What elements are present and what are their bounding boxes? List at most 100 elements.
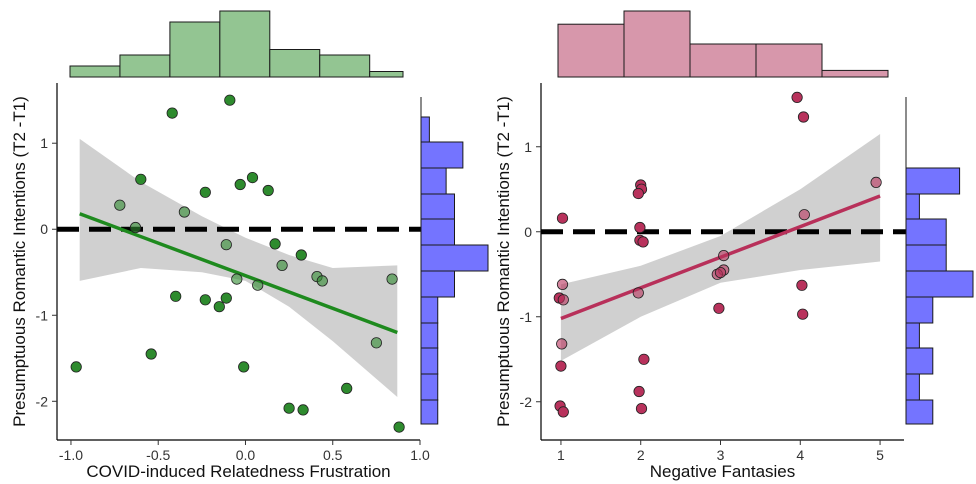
top-histogram-bar (319, 54, 371, 78)
data-point (556, 338, 568, 350)
data-point (129, 221, 142, 234)
y-tick-label: 0 (524, 224, 532, 240)
y-tick-label: 0 (40, 221, 48, 237)
top-histogram-bar (689, 43, 757, 78)
data-point (393, 421, 405, 433)
x-tick-label: 1 (557, 447, 565, 463)
side-histogram-bar (905, 373, 920, 401)
top-histogram-bar (119, 54, 171, 78)
data-point (637, 236, 649, 248)
data-point (231, 273, 243, 285)
side-histogram-bar (420, 399, 439, 425)
side-histogram-bar (420, 322, 439, 349)
data-point (870, 176, 882, 188)
data-point (199, 186, 211, 198)
y-axis-label: Presumptuous Romantic Intentions (T2 -T1… (494, 96, 513, 427)
panel-relatedness-frustration: -1.0 -0.5 0.0 0.5 1.0 -2 -1 0 1 COVID-induced Rel… (10, 10, 489, 481)
side-histogram-bar (905, 218, 947, 246)
data-point (316, 275, 328, 287)
x-tick-label: 1.0 (410, 447, 430, 463)
side-histogram-bar (420, 373, 439, 401)
data-point (557, 294, 569, 306)
data-point (632, 187, 644, 200)
data-point (370, 337, 382, 349)
data-point (234, 178, 246, 191)
data-point (252, 279, 264, 291)
data-point (246, 172, 259, 184)
data-point (796, 279, 808, 291)
data-point (638, 353, 650, 365)
data-point (791, 91, 803, 104)
side-histogram-bar (420, 193, 455, 220)
side-histogram-bar (905, 322, 920, 349)
y-tick-label: -2 (36, 393, 49, 409)
x-tick-label: 2 (637, 447, 645, 463)
data-point (178, 206, 190, 218)
x-tick-label: -0.5 (146, 447, 170, 463)
data-point (262, 184, 274, 197)
y-tick-label: -2 (520, 394, 533, 410)
data-point (199, 294, 211, 306)
top-histogram-bar (821, 69, 889, 78)
data-point (635, 402, 648, 415)
side-histogram-bar (420, 244, 489, 272)
data-point (797, 308, 809, 320)
y-tick-label: 1 (40, 135, 48, 151)
top-histogram-bar (557, 23, 625, 78)
data-point (135, 173, 147, 185)
top-histogram-bar (169, 21, 221, 78)
side-histogram-bar (905, 244, 947, 272)
data-point (341, 382, 353, 394)
data-point (220, 292, 232, 304)
data-point (386, 273, 398, 285)
x-axis-label: COVID-induced Relatedness Frustration (86, 462, 390, 481)
y-tick-label: 1 (524, 139, 532, 155)
x-tick-label: 3 (717, 447, 725, 463)
top-histogram-bar (755, 43, 823, 78)
top-histogram-bar (369, 71, 404, 78)
data-point (556, 278, 569, 290)
x-tick-label: 0.0 (236, 447, 256, 463)
confidence-band (560, 134, 881, 361)
data-point (797, 111, 810, 123)
side-histogram-bar (420, 296, 439, 324)
side-histogram-bar (905, 399, 934, 425)
data-point (297, 404, 309, 416)
data-point (295, 249, 307, 261)
side-histogram-bar (905, 347, 934, 375)
data-point (633, 385, 645, 398)
side-histogram-bar (905, 167, 961, 195)
data-point (213, 301, 225, 313)
y-tick-label: -1 (520, 309, 533, 325)
data-point (114, 199, 126, 211)
x-tick-label: 0.5 (323, 447, 343, 463)
top-histogram-bar (219, 10, 271, 78)
side-histogram-bar (420, 218, 455, 246)
x-tick-label: 4 (796, 447, 804, 463)
data-point (166, 107, 178, 119)
y-tick-label: -1 (36, 307, 49, 323)
data-point (557, 406, 569, 418)
confidence-band (79, 138, 398, 397)
data-point (798, 209, 810, 221)
x-tick-label: 5 (876, 447, 884, 463)
data-point (713, 302, 725, 314)
side-histogram-bar (905, 270, 974, 298)
data-point (224, 94, 236, 106)
side-histogram-bar (905, 193, 920, 220)
data-point (283, 402, 295, 414)
data-point (276, 259, 288, 271)
side-histogram-bar (420, 270, 455, 298)
data-point (634, 221, 646, 234)
data-point (714, 266, 727, 279)
data-point (145, 348, 157, 360)
regression-line (79, 212, 398, 335)
data-point (238, 361, 250, 373)
side-histogram-bar (420, 347, 439, 375)
x-axis-label: Negative Fantasies (650, 462, 796, 481)
side-histogram-bar (420, 167, 447, 195)
top-histogram-bar (269, 49, 321, 78)
data-point (556, 212, 569, 224)
data-point (718, 250, 730, 262)
